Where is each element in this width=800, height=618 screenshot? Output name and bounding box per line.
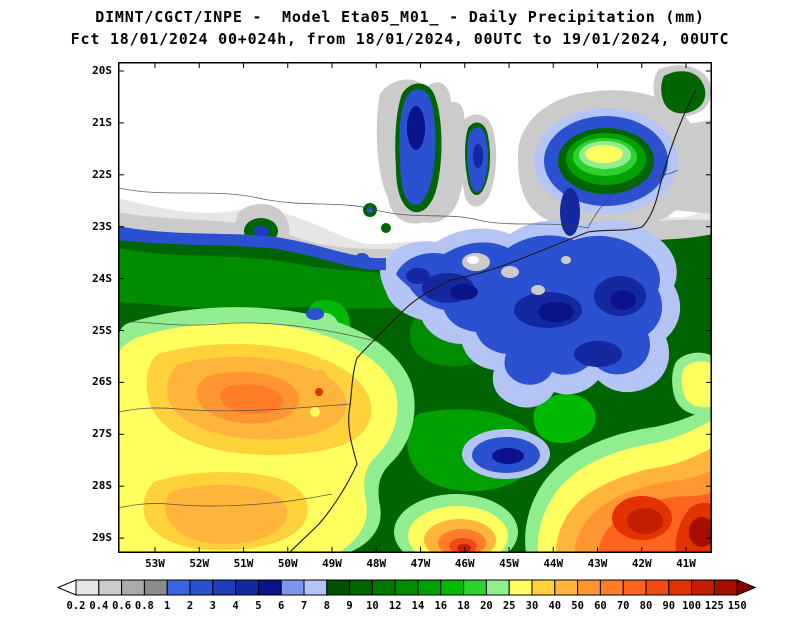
- legend-tick-label: 25: [503, 600, 516, 612]
- precip-field-svg: [118, 62, 712, 553]
- legend-tick-label: 100: [682, 600, 701, 612]
- lat-tick-label: 25S: [92, 323, 112, 337]
- lon-tick-label: 53W: [145, 557, 165, 570]
- lat-tick-label: 29S: [92, 531, 112, 545]
- legend-color-swatch: [75, 579, 100, 596]
- legend-color-swatch: [235, 579, 259, 596]
- legend-tick-label: 0.6: [112, 600, 131, 612]
- lat-tick-label: 21S: [92, 115, 112, 129]
- lon-tick-label: 47W: [410, 557, 431, 570]
- legend-color-swatch: [668, 579, 693, 596]
- legend-color-swatch: [371, 579, 396, 596]
- state-borders: [118, 169, 679, 509]
- legend-tick-label: 70: [617, 600, 630, 612]
- lon-tick-label: 45W: [499, 557, 519, 570]
- legend-color-swatch: [121, 579, 145, 596]
- lon-tick-label: 43W: [587, 557, 608, 570]
- legend-tick-label: 18: [457, 600, 470, 612]
- legend-tick-label: 40: [548, 600, 561, 612]
- lon-tick-label: 42W: [631, 557, 652, 570]
- legend-tick-label: 50: [571, 600, 584, 612]
- legend-tick-label: 10: [366, 600, 379, 612]
- lon-tick-label: 49W: [322, 557, 342, 570]
- legend-tick-label: 0.4: [89, 600, 108, 612]
- legend-tick-label: 125: [705, 600, 724, 612]
- legend-color-swatch: [98, 579, 123, 596]
- lon-tick-label: 41W: [676, 557, 696, 570]
- lat-tick-label: 27S: [92, 427, 112, 441]
- legend-tick-label: 150: [728, 600, 747, 612]
- lat-tick-label: 28S: [92, 479, 112, 493]
- legend-color-swatch: [303, 579, 328, 596]
- coastline: [288, 89, 697, 553]
- legend-color-swatch: [417, 579, 442, 596]
- legend-color-swatch: [485, 579, 510, 596]
- legend-tick-label: 7: [301, 600, 307, 612]
- legend-color-swatch: [349, 579, 373, 596]
- legend-tick-label: 4: [232, 600, 238, 612]
- legend-color-swatch: [622, 579, 647, 596]
- legend-color-swatch: [189, 579, 214, 596]
- legend-color-swatch: [599, 579, 624, 596]
- lon-tick-label: 48W: [366, 557, 387, 570]
- legend-tick-label: 30: [526, 600, 539, 612]
- chart-title: DIMNT/CGCT/INPE - Model Eta05_M01_ - Dai…: [95, 8, 705, 26]
- lat-tick-label: 26S: [92, 375, 112, 389]
- legend-tick-label: 0.2: [67, 600, 86, 612]
- legend-tick-label: 80: [640, 600, 653, 612]
- legend-color-swatch: [166, 579, 191, 596]
- legend-tick-label: 20: [480, 600, 493, 612]
- legend-tick-label: 3: [210, 600, 216, 612]
- legend-tick-label: 2: [187, 600, 193, 612]
- legend-arrow-low: [56, 579, 77, 596]
- legend-color-swatch: [326, 579, 351, 596]
- legend-tick-label: 8: [324, 600, 330, 612]
- lat-tick-label: 22S: [92, 167, 112, 181]
- map-frame-border: [118, 62, 712, 553]
- legend-color-swatch: [713, 579, 738, 596]
- lon-tick-label: 44W: [543, 557, 564, 570]
- legend-color-swatch: [143, 579, 168, 596]
- legend-color-swatch: [212, 579, 237, 596]
- lon-tick-label: 46W: [454, 557, 475, 570]
- chart-subtitle: Fct 18/01/2024 00+024h, from 18/01/2024,…: [70, 30, 730, 48]
- legend-tick-label: 12: [389, 600, 402, 612]
- legend-color-swatch: [645, 579, 670, 596]
- legend-color-swatch: [394, 579, 419, 596]
- color-scale-legend: 0.2 0.4 0.6 0.8 1 2 3 4 5 6 7 8 9 10 12 14 16 18 20 25 30 40 5…: [56, 579, 757, 612]
- legend-tick-label: 0.8: [135, 600, 154, 612]
- legend-arrow-high: [736, 579, 757, 596]
- legend-tick-label: 16: [434, 600, 447, 612]
- lat-tick-label: 20S: [92, 64, 112, 77]
- legend-color-swatch: [508, 579, 533, 596]
- legend-color-swatch: [577, 579, 601, 596]
- lon-tick-label: 52W: [189, 557, 210, 570]
- legend-tick-label: 90: [662, 600, 675, 612]
- lon-tick-label: 51W: [233, 557, 254, 570]
- lon-tick-label: 50W: [277, 557, 298, 570]
- legend-color-swatch: [440, 579, 465, 596]
- heavy-rain-layer: [118, 307, 712, 553]
- legend-tick-label: 60: [594, 600, 607, 612]
- legend-color-swatch: [531, 579, 556, 596]
- legend-color-swatch: [691, 579, 715, 596]
- legend-tick-label: 6: [278, 600, 284, 612]
- blue-rain-band-layer: [118, 89, 681, 479]
- coastline-and-borders: [118, 89, 697, 553]
- legend-tick-label: 5: [255, 600, 261, 612]
- legend-tick-label: 14: [412, 600, 425, 612]
- legend-tick-label: 1: [164, 600, 170, 612]
- storm-core-top-right: [558, 128, 654, 194]
- lat-tick-label: 23S: [92, 219, 112, 233]
- legend-color-swatch: [463, 579, 487, 596]
- lat-tick-label: 24S: [92, 271, 112, 285]
- legend-tick-label: 9: [346, 600, 352, 612]
- legend-color-swatch: [554, 579, 579, 596]
- map-canvas: [118, 62, 712, 553]
- legend-color-swatch: [257, 579, 282, 596]
- legend-color-swatch: [280, 579, 305, 596]
